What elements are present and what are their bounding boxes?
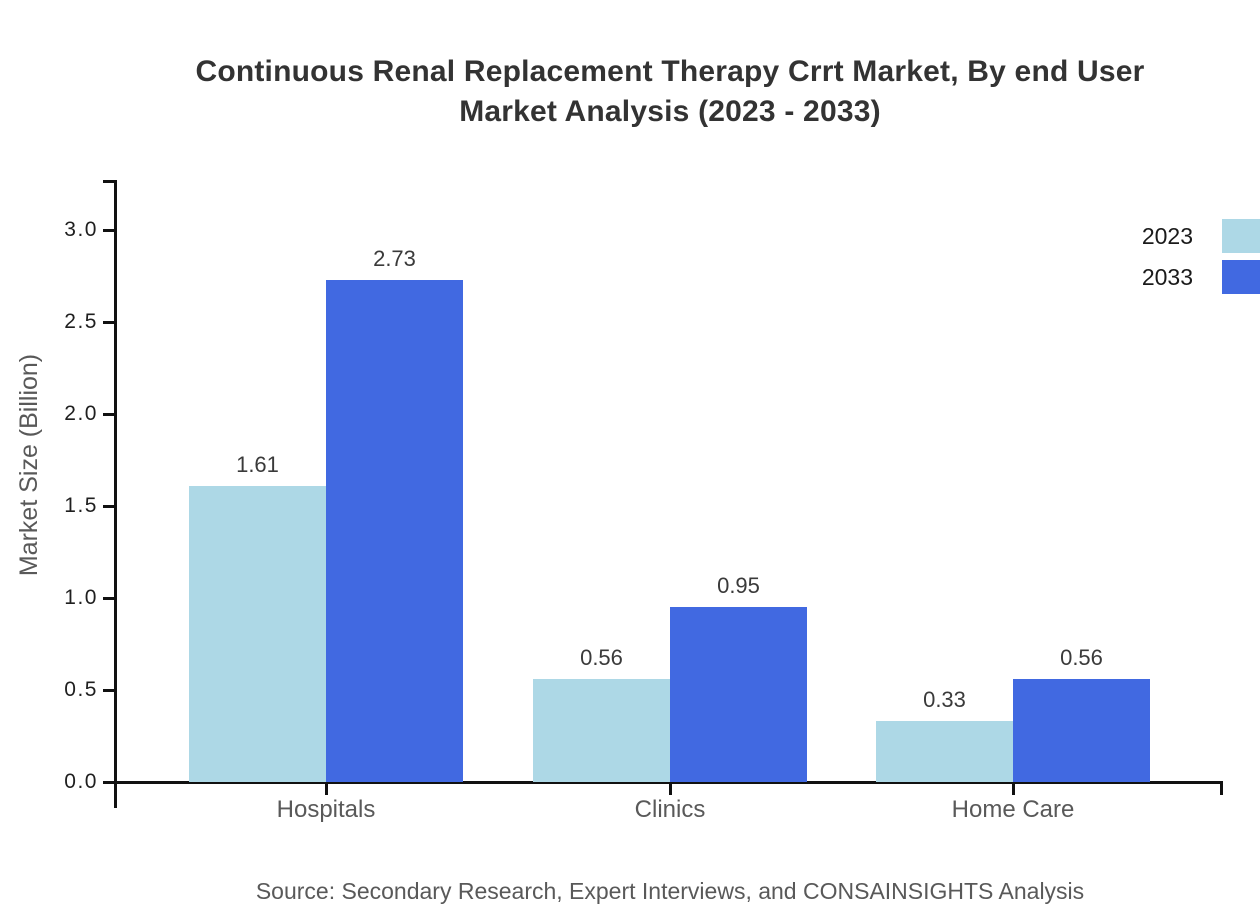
- x-tick-mark: [325, 782, 328, 795]
- y-tick-mark: [103, 689, 115, 692]
- bar-value-label: 1.61: [236, 451, 279, 477]
- legend-swatch: [1222, 219, 1260, 253]
- bar-2023-clinics: [533, 678, 670, 782]
- legend-item-2033: 2033: [1080, 260, 1260, 294]
- y-tick-label: 0.0: [64, 770, 98, 793]
- legend-label: 2033: [1141, 264, 1193, 290]
- x-tick-mark: [669, 782, 672, 795]
- source-note: Source: Secondary Research, Expert Inter…: [255, 878, 1085, 904]
- x-tick-mark: [1012, 782, 1015, 795]
- legend-item-2023: 2023: [1080, 219, 1260, 253]
- x-category-label: Clinics: [634, 796, 706, 823]
- bar-2033-hospitals: [326, 279, 463, 782]
- y-tick-label: 2.0: [64, 402, 98, 425]
- y-tick-label: 1.0: [64, 586, 98, 609]
- y-tick-mark: [103, 413, 115, 416]
- x-axis-end-cap: [1220, 781, 1223, 795]
- bar-value-label: 0.56: [580, 644, 623, 670]
- y-tick-label: 1.5: [64, 494, 98, 517]
- bar-2033-home-care: [1013, 678, 1150, 782]
- y-tick-label: 2.5: [64, 310, 98, 333]
- bar-2023-hospitals: [189, 485, 326, 782]
- x-category-label: Hospitals: [276, 796, 376, 823]
- legend-label: 2023: [1141, 223, 1193, 249]
- chart-title: Continuous Renal Replacement Therapy Crr…: [195, 55, 1145, 128]
- y-axis-line: [114, 180, 117, 808]
- bar-2023-home-care: [876, 721, 1013, 782]
- bar-2033-clinics: [670, 607, 807, 782]
- y-axis-top-cap: [103, 180, 116, 183]
- legend-swatch: [1222, 260, 1260, 294]
- x-axis-line: [108, 781, 1222, 784]
- y-tick-label: 3.0: [64, 218, 98, 241]
- x-category-label: Home Care: [951, 796, 1075, 823]
- legend: 2023 2033: [1080, 219, 1260, 294]
- y-tick-mark: [103, 781, 115, 784]
- y-tick-mark: [103, 505, 115, 508]
- y-axis-label: Market Size (Billion): [15, 353, 43, 577]
- bar-value-label: 0.95: [717, 573, 760, 599]
- bar-value-label: 0.56: [1060, 644, 1103, 670]
- y-tick-mark: [103, 321, 115, 324]
- y-tick-label: 0.5: [64, 678, 98, 701]
- y-tick-mark: [103, 229, 115, 232]
- y-tick-mark: [103, 597, 115, 600]
- bar-value-label: 2.73: [373, 245, 416, 271]
- bar-value-label: 0.33: [923, 687, 966, 713]
